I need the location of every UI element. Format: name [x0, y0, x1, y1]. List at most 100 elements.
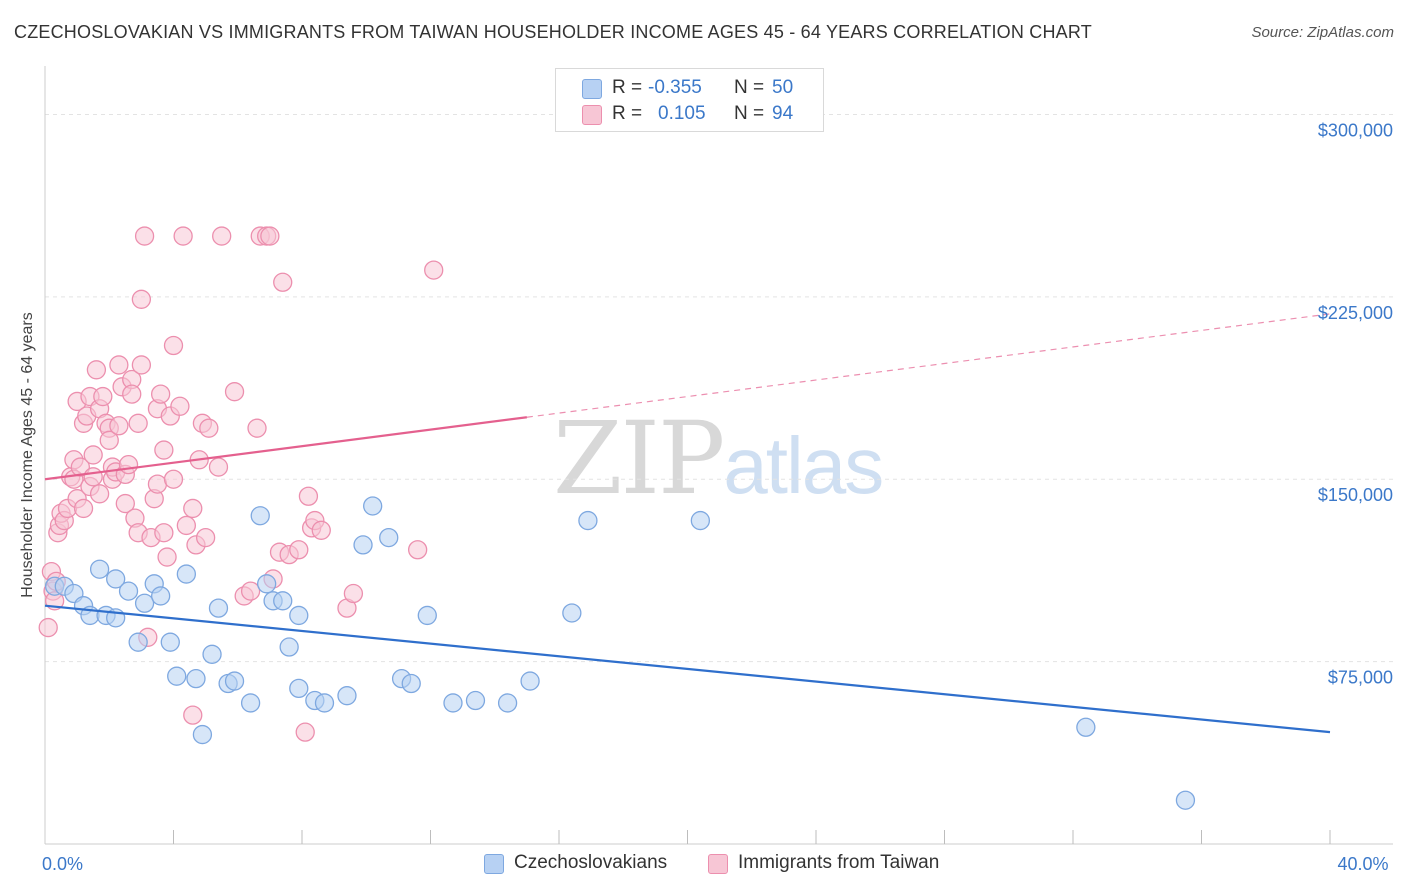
data-point [417, 605, 437, 626]
data-point [690, 510, 710, 531]
data-point [465, 690, 486, 711]
data-point [289, 605, 309, 626]
trend-line-taiwan-extension [526, 313, 1331, 418]
data-point [170, 396, 190, 416]
data-point [131, 289, 152, 309]
grid-layer [45, 113, 1393, 663]
data-point [154, 440, 174, 460]
data-point [176, 515, 197, 536]
data-point [118, 454, 139, 475]
data-point [128, 632, 148, 652]
data-point [343, 583, 364, 604]
data-point [279, 637, 299, 657]
data-point [157, 547, 177, 567]
data-point [260, 226, 280, 246]
watermark: ZIPatlas [553, 400, 884, 517]
tick-label-layer: $75,000 $150,000 $225,000 $300,000 0.0% 40.0% [42, 120, 1393, 874]
data-point [134, 593, 155, 613]
data-point [150, 586, 171, 606]
data-point [186, 668, 206, 689]
data-point [173, 226, 193, 246]
data-point [250, 506, 270, 526]
data-point [1175, 790, 1196, 810]
data-point [167, 666, 187, 686]
data-point [363, 496, 383, 516]
data-point [298, 486, 319, 506]
data-point [70, 457, 90, 477]
legend-r-label: R = [612, 77, 643, 98]
series-taiwan-points [38, 226, 444, 742]
data-point [353, 535, 373, 555]
data-point [379, 527, 399, 548]
data-point [578, 510, 598, 531]
data-point [295, 722, 315, 742]
data-point [160, 632, 180, 652]
legend-swatch-taiwan [582, 105, 602, 125]
y-tick-label: $75,000 [1328, 668, 1393, 688]
data-point [131, 355, 152, 375]
correlation-legend: R = -0.355 N = 50 R = 0.105 N = 94 [555, 68, 824, 132]
data-point [289, 678, 309, 699]
data-point [99, 430, 119, 450]
watermark-atlas: atlas [723, 421, 884, 510]
data-point [199, 418, 219, 438]
bottom-legend-swatch-czech [484, 854, 504, 874]
legend-n-value: 94 [772, 103, 794, 124]
data-point [212, 226, 232, 246]
data-point [195, 527, 216, 548]
data-point [86, 360, 107, 380]
legend-n-value: 50 [772, 77, 794, 98]
legend-swatch-czech [582, 79, 602, 99]
trend-line-taiwan [44, 416, 528, 481]
data-point [83, 445, 103, 465]
data-point [147, 474, 168, 494]
legend-r-label: R = [612, 103, 643, 124]
source-label: Source: ZipAtlas.com [1251, 24, 1394, 41]
legend-r-value: -0.355 [648, 77, 702, 98]
legend-r-value: 0.105 [658, 103, 706, 124]
data-point [163, 335, 184, 356]
data-point [424, 260, 444, 280]
data-point [134, 226, 155, 246]
data-point [520, 671, 540, 691]
data-point [289, 540, 309, 560]
watermark-zip: ZIP [553, 400, 725, 517]
data-point [224, 671, 245, 691]
data-point [202, 644, 222, 664]
bottom-legend-swatch-taiwan [708, 854, 728, 874]
data-point [183, 705, 203, 725]
y-tick-label: $225,000 [1318, 303, 1393, 323]
data-point [407, 540, 428, 560]
legend-n-label: N = [734, 77, 765, 98]
data-point [273, 272, 293, 292]
data-point [208, 457, 229, 477]
data-point [183, 498, 203, 519]
data-point [1076, 717, 1096, 737]
data-point [38, 617, 58, 638]
data-point [257, 574, 277, 594]
y-tick-label: $150,000 [1318, 485, 1393, 505]
data-point [118, 581, 139, 601]
data-point [176, 564, 197, 584]
data-point [115, 493, 135, 514]
data-point [154, 523, 174, 543]
x-tick-label: 0.0% [42, 854, 83, 874]
data-point [122, 384, 142, 404]
data-point [128, 413, 148, 433]
trend-line-czech [44, 604, 1331, 734]
series-czech-points [44, 496, 1196, 810]
trend-layer [44, 313, 1331, 734]
data-point [562, 603, 582, 623]
data-point [89, 484, 110, 504]
x-tick-label: 40.0% [1337, 854, 1388, 874]
data-point [109, 355, 129, 375]
data-point [192, 724, 213, 745]
data-point [273, 591, 293, 611]
data-point [497, 693, 518, 713]
data-point [240, 581, 261, 601]
axis-layer [44, 66, 1393, 845]
data-point [224, 382, 245, 402]
data-point [240, 693, 261, 713]
data-point [73, 498, 94, 519]
